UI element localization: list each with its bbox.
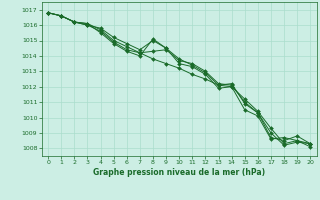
- X-axis label: Graphe pression niveau de la mer (hPa): Graphe pression niveau de la mer (hPa): [93, 168, 265, 177]
